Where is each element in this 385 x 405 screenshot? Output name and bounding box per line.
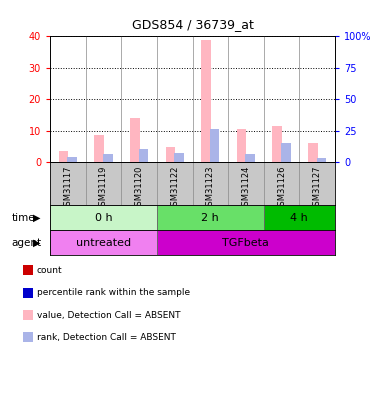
Bar [157,230,335,255]
Text: GDS854 / 36739_at: GDS854 / 36739_at [132,18,253,31]
Text: TGFbeta: TGFbeta [223,238,270,247]
Text: GSM31119: GSM31119 [99,165,108,211]
Bar [94,135,104,162]
Text: ▶: ▶ [33,238,40,247]
Text: 0 h: 0 h [95,213,112,222]
Text: GSM31126: GSM31126 [277,165,286,211]
Bar [139,149,148,162]
Text: GSM31117: GSM31117 [64,165,72,211]
Bar [103,154,112,162]
Bar [50,205,157,230]
Bar [174,153,184,162]
Bar [50,230,157,255]
Text: time: time [12,213,35,222]
Bar [237,129,246,162]
Bar [166,147,175,162]
Bar [59,151,69,162]
Bar [281,143,291,162]
Bar [316,158,326,162]
Bar [308,143,318,162]
Text: value, Detection Call = ABSENT: value, Detection Call = ABSENT [37,311,180,320]
Text: untreated: untreated [76,238,131,247]
Text: GSM31122: GSM31122 [170,165,179,211]
Text: count: count [37,266,62,275]
Text: 2 h: 2 h [201,213,219,222]
Text: percentile rank within the sample: percentile rank within the sample [37,288,190,297]
Text: 4 h: 4 h [290,213,308,222]
Text: GSM31124: GSM31124 [241,165,250,211]
Bar [201,40,211,162]
Text: GSM31127: GSM31127 [313,165,321,211]
Bar [130,118,140,162]
Text: GSM31120: GSM31120 [135,165,144,211]
Bar [210,129,219,162]
Bar [245,154,255,162]
Text: rank, Detection Call = ABSENT: rank, Detection Call = ABSENT [37,333,176,342]
Text: ▶: ▶ [33,213,40,222]
Bar [67,157,77,162]
Text: GSM31123: GSM31123 [206,165,215,211]
Bar [273,126,282,162]
Bar [157,205,264,230]
Text: agent: agent [12,238,42,247]
Bar [264,205,335,230]
